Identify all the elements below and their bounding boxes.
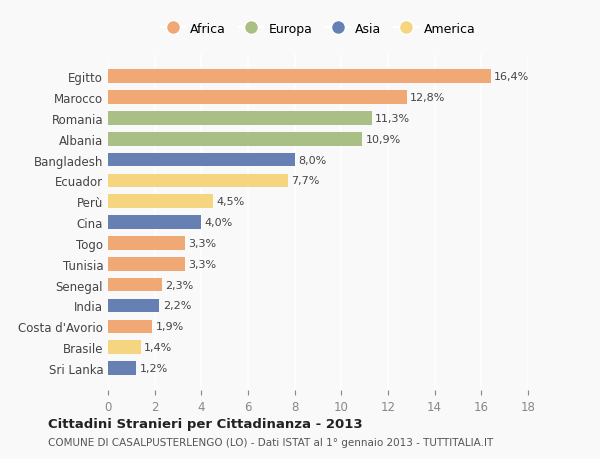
Text: 4,0%: 4,0% (205, 218, 233, 228)
Bar (108, 361, 136, 375)
Bar (108, 112, 371, 125)
Text: 11,3%: 11,3% (375, 114, 410, 123)
Legend: Africa, Europa, Asia, America: Africa, Europa, Asia, America (155, 18, 481, 41)
Text: 2,3%: 2,3% (165, 280, 193, 290)
Bar (108, 320, 152, 333)
Bar (108, 216, 202, 230)
Text: 7,7%: 7,7% (291, 176, 320, 186)
Text: 4,5%: 4,5% (217, 197, 245, 207)
Text: COMUNE DI CASALPUSTERLENGO (LO) - Dati ISTAT al 1° gennaio 2013 - TUTTITALIA.IT: COMUNE DI CASALPUSTERLENGO (LO) - Dati I… (48, 437, 493, 447)
Text: 3,3%: 3,3% (188, 259, 217, 269)
Text: 12,8%: 12,8% (410, 93, 446, 103)
Bar (108, 91, 407, 105)
Text: 2,2%: 2,2% (163, 301, 191, 311)
Text: 1,2%: 1,2% (139, 363, 168, 373)
Text: 1,9%: 1,9% (156, 322, 184, 331)
Text: Cittadini Stranieri per Cittadinanza - 2013: Cittadini Stranieri per Cittadinanza - 2… (48, 417, 362, 430)
Text: 10,9%: 10,9% (366, 134, 401, 145)
Bar (108, 70, 491, 84)
Bar (108, 341, 140, 354)
Text: 3,3%: 3,3% (188, 238, 217, 248)
Bar (108, 257, 185, 271)
Text: 1,4%: 1,4% (144, 342, 172, 353)
Bar (108, 174, 287, 188)
Text: 8,0%: 8,0% (298, 155, 326, 165)
Text: 16,4%: 16,4% (494, 72, 529, 82)
Bar (108, 237, 185, 250)
Bar (108, 195, 213, 208)
Bar (108, 133, 362, 146)
Bar (108, 299, 160, 313)
Bar (108, 153, 295, 167)
Bar (108, 278, 161, 292)
